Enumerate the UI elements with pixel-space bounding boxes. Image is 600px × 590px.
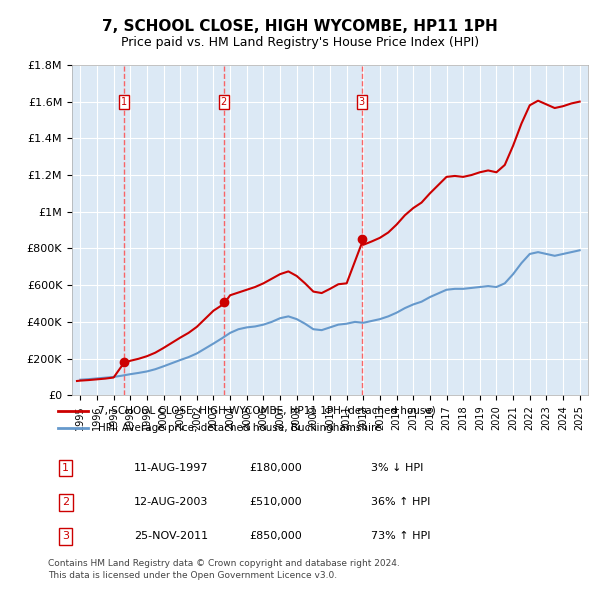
Text: £850,000: £850,000 (250, 532, 302, 541)
Text: 3: 3 (62, 532, 69, 541)
Text: 36% ↑ HPI: 36% ↑ HPI (371, 497, 430, 507)
Text: This data is licensed under the Open Government Licence v3.0.: This data is licensed under the Open Gov… (48, 571, 337, 580)
Text: 2: 2 (62, 497, 69, 507)
Text: 1: 1 (62, 463, 69, 473)
Text: 12-AUG-2003: 12-AUG-2003 (134, 497, 208, 507)
Text: 7, SCHOOL CLOSE, HIGH WYCOMBE, HP11 1PH (detached house): 7, SCHOOL CLOSE, HIGH WYCOMBE, HP11 1PH … (98, 406, 436, 416)
Text: HPI: Average price, detached house, Buckinghamshire: HPI: Average price, detached house, Buck… (98, 423, 382, 433)
Text: £510,000: £510,000 (250, 497, 302, 507)
Text: Price paid vs. HM Land Registry's House Price Index (HPI): Price paid vs. HM Land Registry's House … (121, 36, 479, 49)
Text: £180,000: £180,000 (250, 463, 302, 473)
Text: Contains HM Land Registry data © Crown copyright and database right 2024.: Contains HM Land Registry data © Crown c… (48, 559, 400, 568)
Text: 3% ↓ HPI: 3% ↓ HPI (371, 463, 423, 473)
Text: 3: 3 (359, 97, 365, 107)
Text: 25-NOV-2011: 25-NOV-2011 (134, 532, 208, 541)
Text: 1: 1 (121, 97, 127, 107)
Text: 73% ↑ HPI: 73% ↑ HPI (371, 532, 430, 541)
Text: 2: 2 (221, 97, 227, 107)
Text: 11-AUG-1997: 11-AUG-1997 (134, 463, 208, 473)
Text: 7, SCHOOL CLOSE, HIGH WYCOMBE, HP11 1PH: 7, SCHOOL CLOSE, HIGH WYCOMBE, HP11 1PH (102, 19, 498, 34)
